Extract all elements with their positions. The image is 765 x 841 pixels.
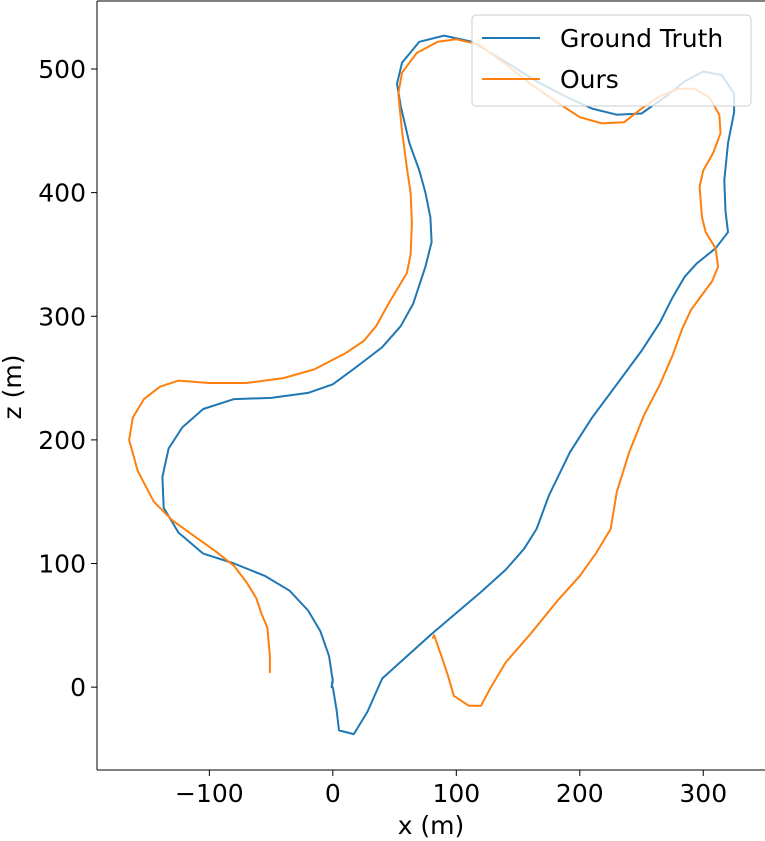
x-tick-label: 100	[432, 779, 480, 808]
y-tick-label: 0	[70, 673, 86, 702]
y-tick-label: 100	[38, 550, 86, 579]
y-axis-ticks: 0 100 200 300 400 500	[38, 55, 97, 702]
axes	[96, 0, 765, 771]
series-line-ours	[128, 38, 722, 707]
series-line-ground-truth	[161, 34, 736, 736]
legend-box	[471, 14, 752, 107]
x-tick-label: −100	[175, 779, 244, 808]
legend: Ground Truth Ours	[471, 14, 752, 107]
y-tick-label: 400	[38, 179, 86, 208]
y-tick-label: 300	[38, 302, 86, 331]
x-tick-label: 0	[325, 779, 341, 808]
legend-label-ours: Ours	[560, 65, 619, 94]
x-tick-label: 300	[679, 779, 727, 808]
x-tick-label: 200	[556, 779, 604, 808]
legend-label-ground-truth: Ground Truth	[560, 24, 723, 53]
y-tick-label: 200	[38, 426, 86, 455]
x-axis-ticks: −100 0 100 200 300	[175, 770, 727, 808]
x-axis-label: x (m)	[398, 811, 465, 840]
plot-lines	[128, 34, 736, 736]
y-axis-label: z (m)	[0, 355, 27, 420]
y-tick-label: 500	[38, 55, 86, 84]
